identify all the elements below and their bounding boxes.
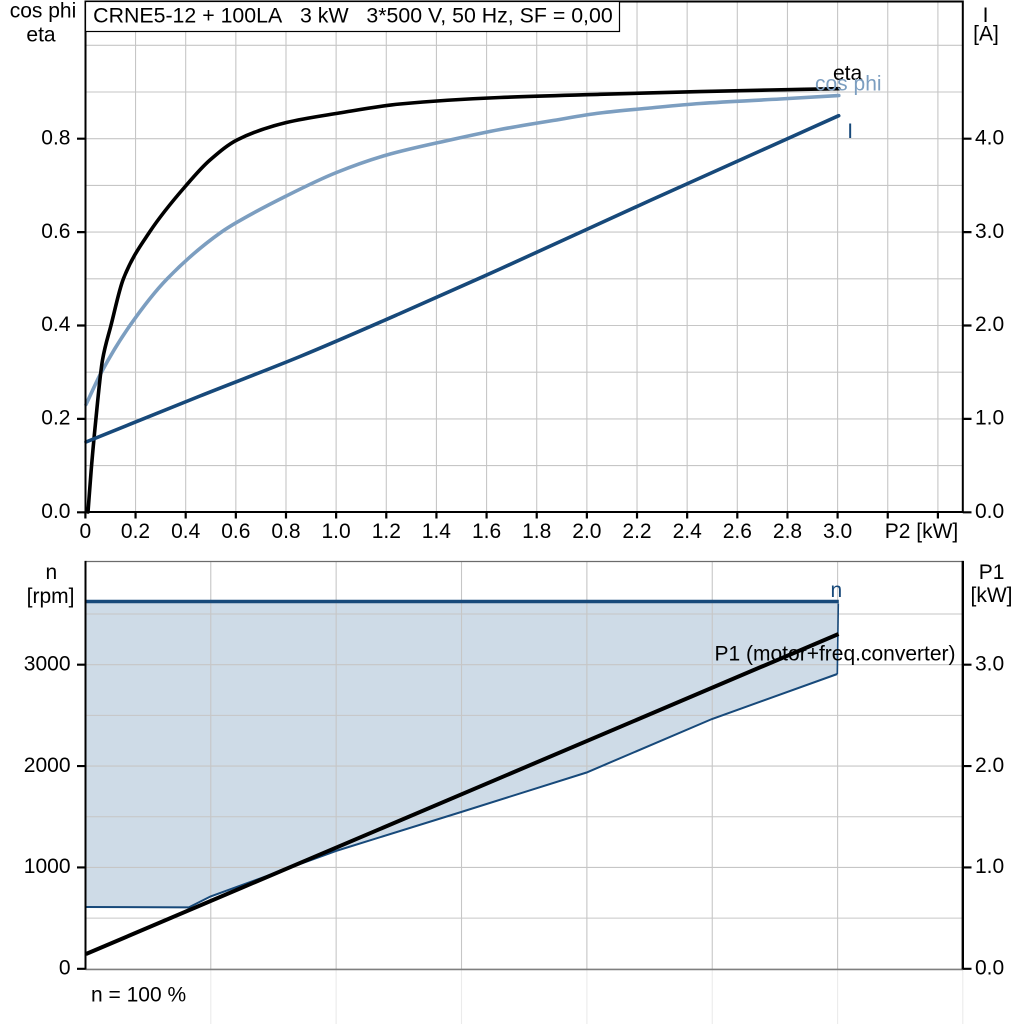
svg-text:1.6: 1.6	[472, 520, 501, 543]
svg-text:0.2: 0.2	[121, 520, 150, 543]
svg-text:0.2: 0.2	[41, 407, 70, 430]
svg-text:1000: 1000	[24, 855, 71, 878]
svg-text:P1 (motor+freq.converter): P1 (motor+freq.converter)	[715, 643, 956, 666]
svg-text:2.0: 2.0	[975, 754, 1004, 777]
svg-text:CRNE5-12 + 100LA 3 kW 3*50: CRNE5-12 + 100LA 3 kW 3*500 V, 50 Hz, SF…	[93, 5, 613, 28]
svg-text:4.0: 4.0	[975, 126, 1004, 149]
svg-text:eta: eta	[833, 62, 863, 85]
svg-text:2000: 2000	[24, 754, 71, 777]
svg-text:P1: P1	[979, 561, 1005, 584]
svg-text:3.0: 3.0	[823, 520, 852, 543]
svg-text:2.0: 2.0	[572, 520, 601, 543]
svg-text:1.2: 1.2	[372, 520, 401, 543]
svg-text:0.4: 0.4	[171, 520, 201, 543]
svg-text:0: 0	[80, 520, 92, 543]
svg-text:I: I	[847, 120, 853, 143]
svg-text:0.8: 0.8	[41, 126, 70, 149]
svg-text:[rpm]: [rpm]	[27, 585, 75, 608]
svg-text:3.0: 3.0	[975, 652, 1004, 675]
svg-text:n: n	[831, 579, 843, 602]
svg-text:cos phi: cos phi	[10, 0, 77, 23]
svg-text:0.4: 0.4	[41, 313, 71, 336]
svg-text:2.2: 2.2	[622, 520, 651, 543]
svg-text:0: 0	[59, 957, 71, 980]
svg-text:0.0: 0.0	[975, 500, 1004, 523]
svg-text:2.0: 2.0	[975, 313, 1004, 336]
svg-text:[A]: [A]	[973, 23, 999, 46]
svg-text:I: I	[983, 4, 989, 27]
svg-text:0.8: 0.8	[271, 520, 300, 543]
svg-text:[kW]: [kW]	[971, 584, 1013, 607]
svg-text:0.0: 0.0	[41, 500, 70, 523]
svg-text:n = 100 %: n = 100 %	[91, 983, 186, 1006]
svg-text:1.4: 1.4	[422, 520, 452, 543]
svg-text:cos phi: cos phi	[815, 73, 882, 96]
svg-text:2.8: 2.8	[773, 520, 802, 543]
svg-text:n: n	[45, 561, 57, 584]
svg-text:0.6: 0.6	[221, 520, 250, 543]
svg-text:P2 [kW]: P2 [kW]	[885, 520, 959, 543]
svg-text:1.0: 1.0	[321, 520, 350, 543]
svg-text:2.6: 2.6	[723, 520, 752, 543]
svg-text:2.4: 2.4	[673, 520, 703, 543]
svg-text:eta: eta	[26, 23, 56, 46]
svg-text:3.0: 3.0	[975, 220, 1004, 243]
svg-text:1.0: 1.0	[975, 407, 1004, 430]
svg-text:0.6: 0.6	[41, 220, 70, 243]
svg-text:3000: 3000	[24, 652, 71, 675]
svg-text:1.0: 1.0	[975, 855, 1004, 878]
svg-text:0.0: 0.0	[975, 957, 1004, 980]
svg-text:1.8: 1.8	[522, 520, 551, 543]
